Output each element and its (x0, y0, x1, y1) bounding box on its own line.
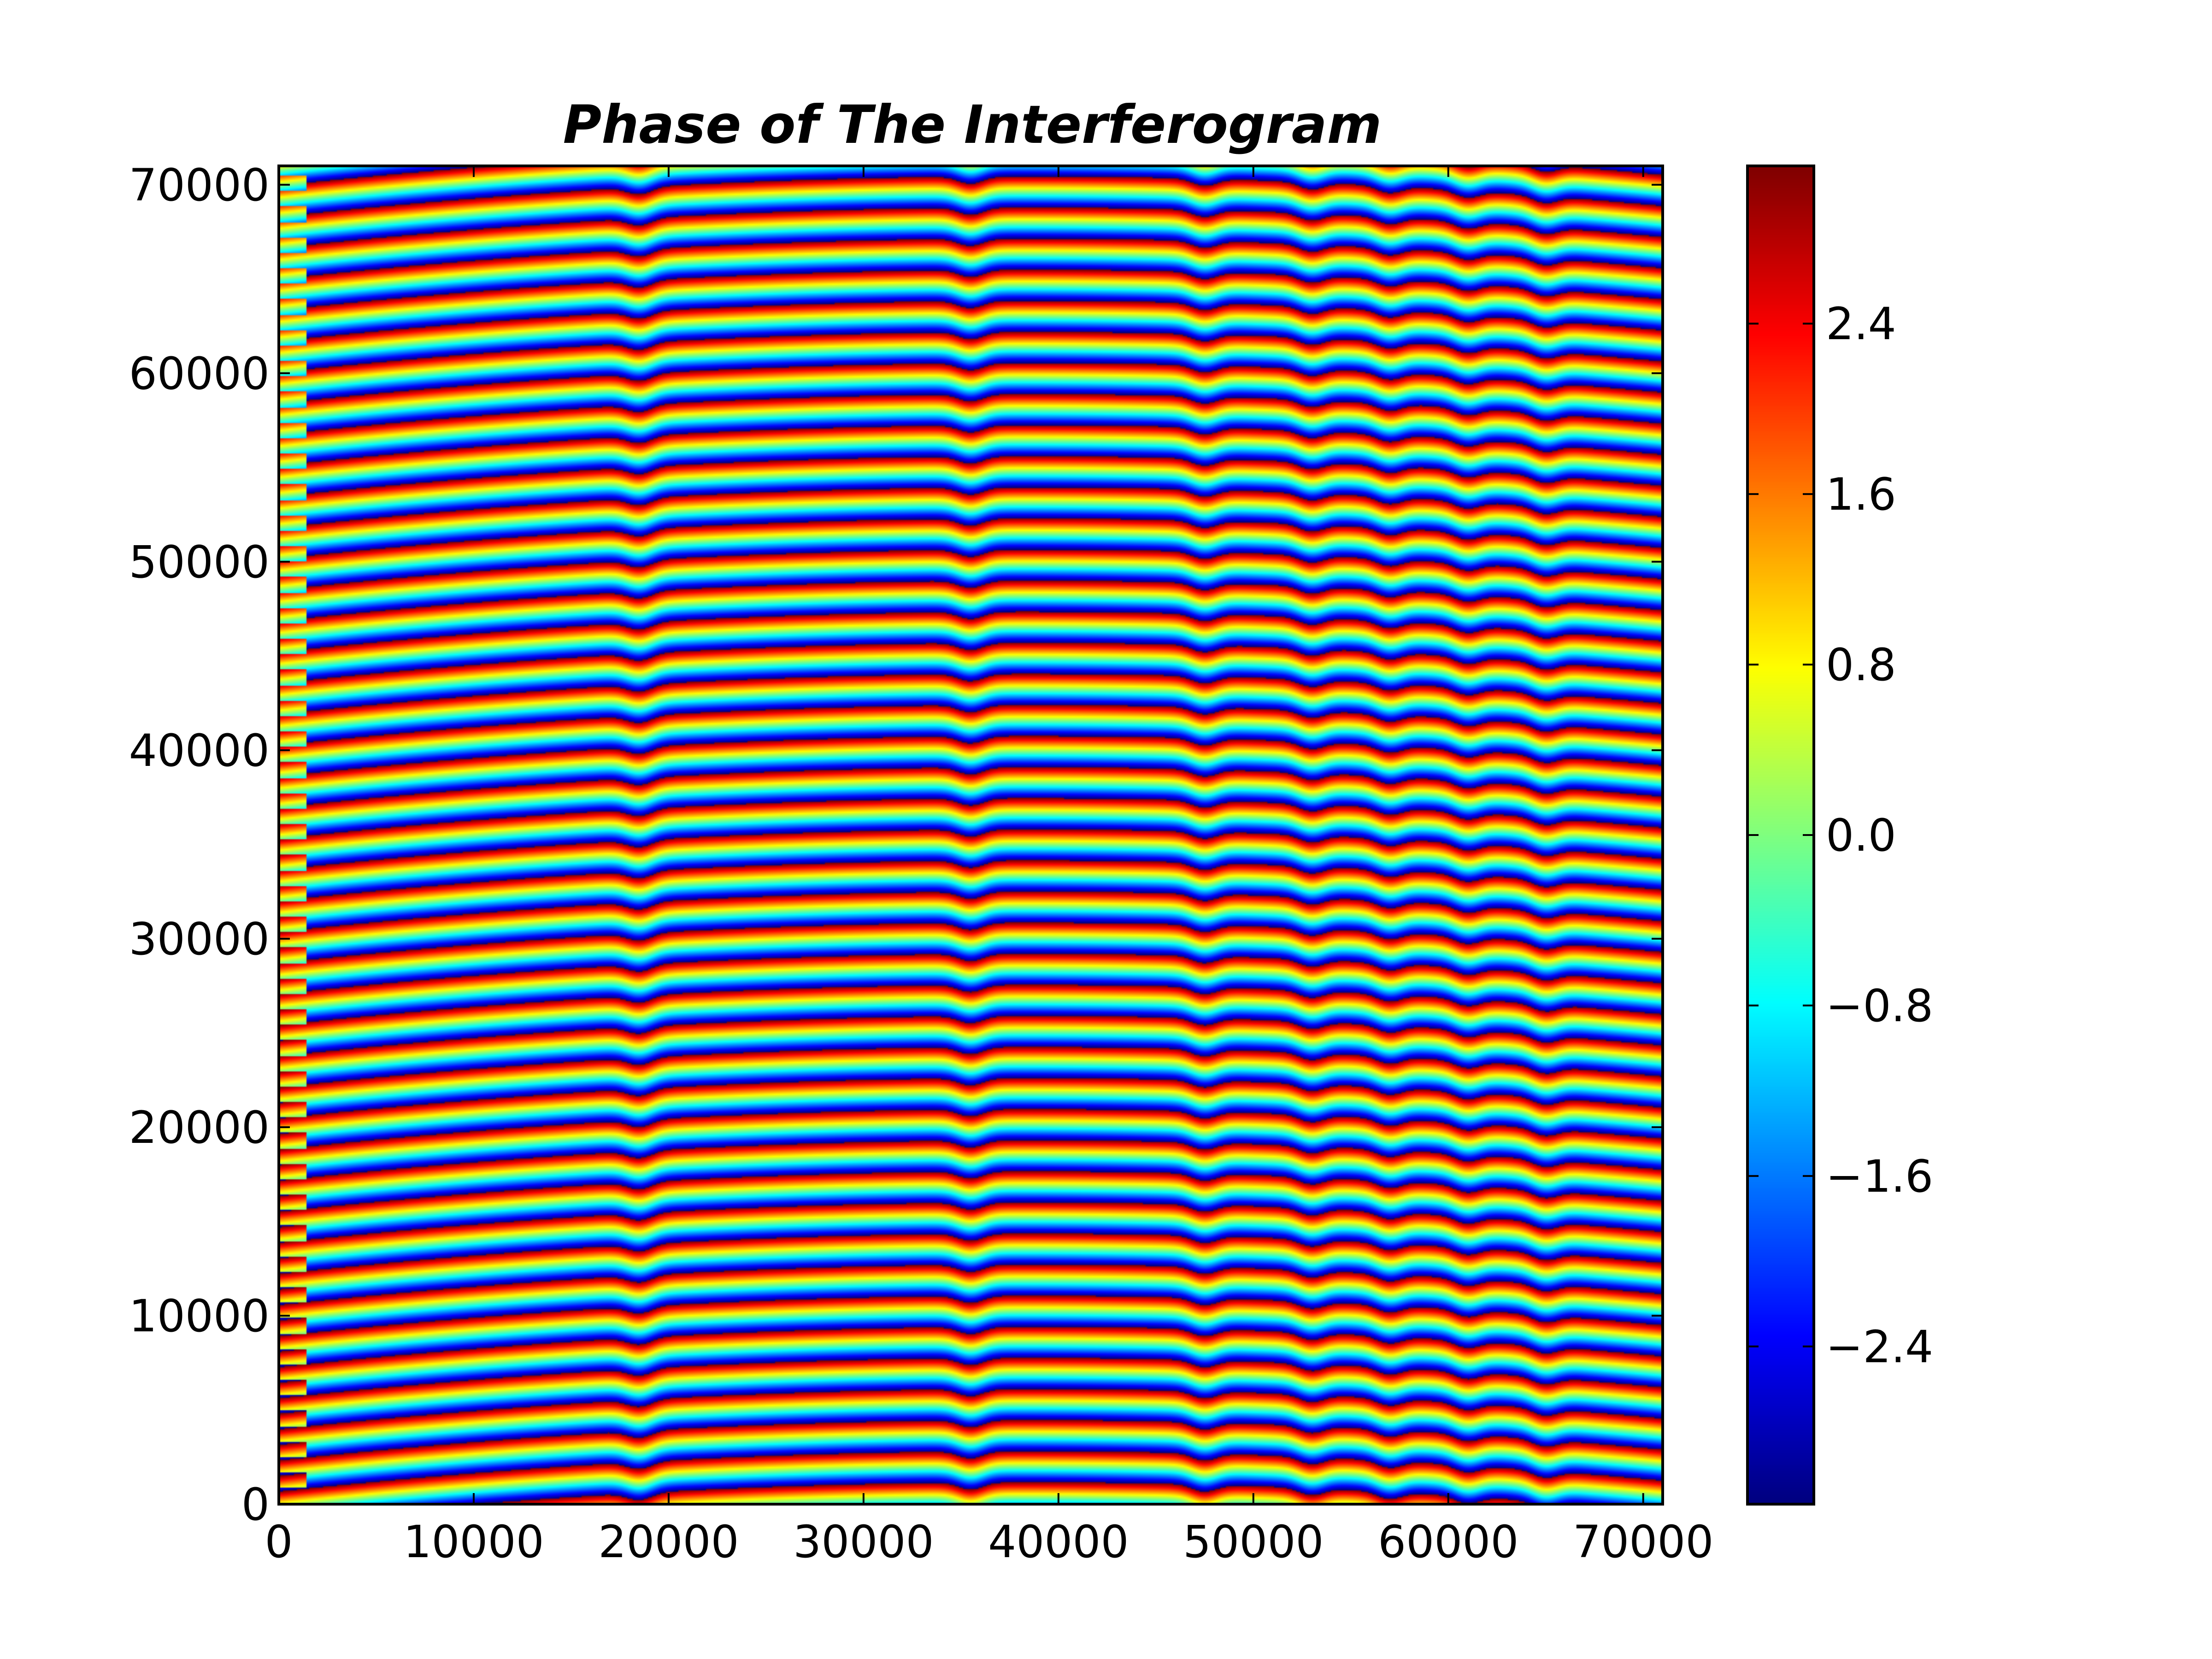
colorbar-tick-label: 0.0 (1826, 810, 1896, 861)
colorbar-tick-label: −2.4 (1826, 1321, 1933, 1373)
x-tick-label: 20000 (598, 1516, 739, 1568)
x-tick-label: 10000 (403, 1516, 544, 1568)
x-axis: 0 10000 20000 30000 40000 50000 60000 70000 (265, 166, 1713, 1568)
colorbar-tick-label: 2.4 (1826, 298, 1896, 350)
y-tick-label: 10000 (129, 1290, 270, 1342)
colorbar: −2.4 −1.6 −0.8 0.0 0.8 1.6 2.4 (1746, 165, 1933, 1506)
y-tick-label: 40000 (129, 725, 270, 777)
heatmap-canvas-holder (279, 166, 1663, 1504)
x-tick-label: 0 (265, 1516, 293, 1568)
y-tick-label: 70000 (129, 159, 270, 211)
colorbar-tick-label: −1.6 (1826, 1151, 1933, 1202)
heatmap-canvas (279, 166, 1663, 1504)
x-tick-label: 60000 (1378, 1516, 1518, 1568)
x-tick-label: 30000 (793, 1516, 934, 1568)
colorbar-tick-label: 1.6 (1826, 469, 1896, 520)
plot-frame (277, 165, 1664, 1506)
y-tick-label: 30000 (129, 913, 270, 965)
y-tick-label: 20000 (129, 1102, 270, 1153)
y-axis: 0 10000 20000 30000 40000 50000 60000 70000 (129, 159, 1663, 1530)
phase-heatmap (279, 166, 1663, 1504)
x-tick-label: 50000 (1183, 1516, 1324, 1568)
colorbar-ticks: −2.4 −1.6 −0.8 0.0 0.8 1.6 2.4 (1747, 298, 1933, 1373)
y-tick-label: 50000 (129, 536, 270, 588)
x-tick-label: 70000 (1573, 1516, 1713, 1568)
colorbar-tick-label: −0.8 (1826, 980, 1933, 1032)
x-tick-label: 40000 (988, 1516, 1129, 1568)
colorbar-tick-label: 0.8 (1826, 639, 1896, 691)
chart-title: Phase of The Interferogram (563, 94, 1382, 155)
y-tick-label: 0 (241, 1479, 270, 1530)
y-tick-label: 60000 (129, 348, 270, 400)
